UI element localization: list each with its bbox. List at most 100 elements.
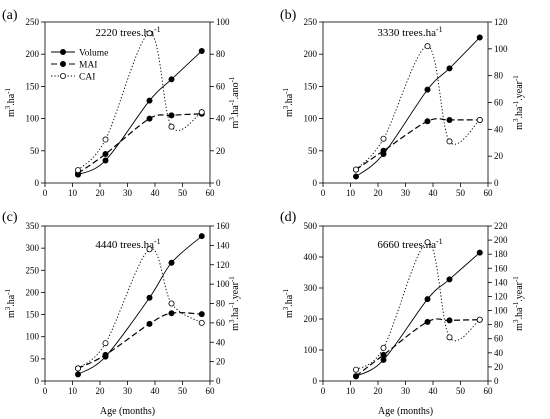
y-left-tick-label: 200 <box>304 314 318 324</box>
data-point-mai <box>168 112 175 119</box>
y-left-tick-label: 150 <box>304 81 318 91</box>
data-point-mai <box>168 310 175 317</box>
data-point-mai <box>352 373 359 380</box>
series-line-mai <box>355 318 480 377</box>
y-right-tick-label: 80 <box>216 49 226 59</box>
y-right-axis-title: m3.ha-1.year-1 <box>512 276 525 331</box>
y-left-axis-title: m3.ha-1 <box>4 87 17 117</box>
x-tick-label: 10 <box>68 386 78 396</box>
data-point-cai <box>476 116 483 123</box>
y-right-tick-label: 100 <box>494 306 508 316</box>
y-right-tick-label: 60 <box>216 318 226 328</box>
x-axis-title: Age (months) <box>100 406 155 417</box>
x-tick-label: 50 <box>456 386 466 396</box>
y-right-tick-label: 80 <box>494 320 504 330</box>
y-right-tick-label: 120 <box>216 260 230 270</box>
series-line-cai <box>77 248 202 369</box>
y-left-tick-label: 0 <box>35 178 40 188</box>
data-point-cai <box>198 319 205 326</box>
x-tick-label: 20 <box>374 188 384 198</box>
y-left-tick-label: 200 <box>26 49 40 59</box>
y-right-tick-label: 0 <box>494 178 499 188</box>
y-left-axis-title: m3.ha-1 <box>282 87 295 117</box>
series-line-cai <box>355 241 481 371</box>
y-right-tick-label: 120 <box>494 17 508 27</box>
legend-label-cai: CAI <box>79 73 95 83</box>
series-line-mai <box>77 312 202 369</box>
y-right-tick-label: 80 <box>494 71 504 81</box>
x-tick-label: 0 <box>43 386 48 396</box>
y-right-tick-label: 40 <box>216 337 226 347</box>
data-point-cai <box>352 166 359 173</box>
x-tick-label: 20 <box>96 386 106 396</box>
data-point-cai <box>198 109 205 116</box>
series-line-mai <box>77 113 202 174</box>
y-left-tick-label: 150 <box>26 81 40 91</box>
data-point-cai <box>102 340 109 347</box>
panel-letter: (c) <box>2 210 18 225</box>
data-point-cai <box>424 43 431 50</box>
x-tick-label: 40 <box>151 386 161 396</box>
x-tick-label: 60 <box>206 386 216 396</box>
plot-frame <box>44 21 211 184</box>
x-tick-label: 40 <box>429 188 439 198</box>
x-tick-label: 10 <box>346 386 356 396</box>
y-right-tick-label: 200 <box>494 235 508 245</box>
data-point-mai <box>446 317 453 324</box>
y-left-axis-title: m3.ha-1 <box>4 288 17 318</box>
y-left-tick-label: 150 <box>26 310 40 320</box>
x-tick-label: 60 <box>206 188 216 198</box>
panel-subtitle: 3330 trees.ha-1 <box>377 25 442 40</box>
x-tick-label: 0 <box>43 188 48 198</box>
x-tick-label: 30 <box>123 386 133 396</box>
series-line-cai <box>77 32 203 171</box>
data-point-volume <box>146 97 153 104</box>
y-right-axis-title: m3.ha-1.ano-1 <box>228 76 241 128</box>
y-right-tick-label: 40 <box>494 348 504 358</box>
y-right-tick-label: 80 <box>216 299 226 309</box>
legend: Volume MAI CAI <box>51 49 108 83</box>
data-point-mai <box>380 147 387 154</box>
y-right-axis-title: m3.ha-1.year-1 <box>512 75 525 130</box>
x-tick-label: 50 <box>456 188 466 198</box>
y-left-tick-label: 50 <box>30 354 40 364</box>
data-point-volume <box>198 47 205 54</box>
series-line-volume <box>355 252 481 377</box>
data-point-volume <box>424 296 431 303</box>
data-point-mai <box>424 118 431 125</box>
x-tick-label: 50 <box>178 386 188 396</box>
data-point-volume <box>168 76 175 83</box>
y-left-tick-label: 100 <box>26 332 40 342</box>
data-point-cai <box>476 316 483 323</box>
series-line-mai <box>355 118 480 171</box>
y-right-tick-label: 100 <box>216 17 230 27</box>
data-point-mai <box>446 116 453 123</box>
x-tick-label: 60 <box>484 386 494 396</box>
y-left-tick-label: 400 <box>304 252 318 262</box>
data-point-volume <box>352 173 359 180</box>
data-point-cai <box>380 344 387 351</box>
y-right-tick-label: 140 <box>494 277 508 287</box>
y-right-tick-label: 20 <box>216 146 226 156</box>
x-axis-title: Age (months) <box>378 406 433 417</box>
y-left-tick-label: 100 <box>26 114 40 124</box>
y-left-tick-label: 250 <box>304 17 318 27</box>
data-point-cai <box>380 135 387 142</box>
x-tick-label: 30 <box>123 188 133 198</box>
x-tick-label: 20 <box>374 386 384 396</box>
y-left-tick-label: 50 <box>308 146 318 156</box>
y-right-tick-label: 160 <box>494 263 508 273</box>
series-line-cai <box>355 45 481 170</box>
data-point-cai <box>352 366 359 373</box>
y-right-tick-label: 100 <box>494 44 508 54</box>
y-left-tick-label: 0 <box>313 178 318 188</box>
x-tick-label: 0 <box>321 386 326 396</box>
y-right-tick-label: 180 <box>494 249 508 259</box>
series-line-volume <box>355 37 481 177</box>
y-right-tick-label: 20 <box>216 357 226 367</box>
x-tick-label: 30 <box>401 386 411 396</box>
y-right-tick-label: 0 <box>216 178 221 188</box>
data-point-cai <box>102 136 109 143</box>
legend-label-volume: Volume <box>79 49 108 59</box>
y-left-tick-label: 0 <box>313 376 318 386</box>
